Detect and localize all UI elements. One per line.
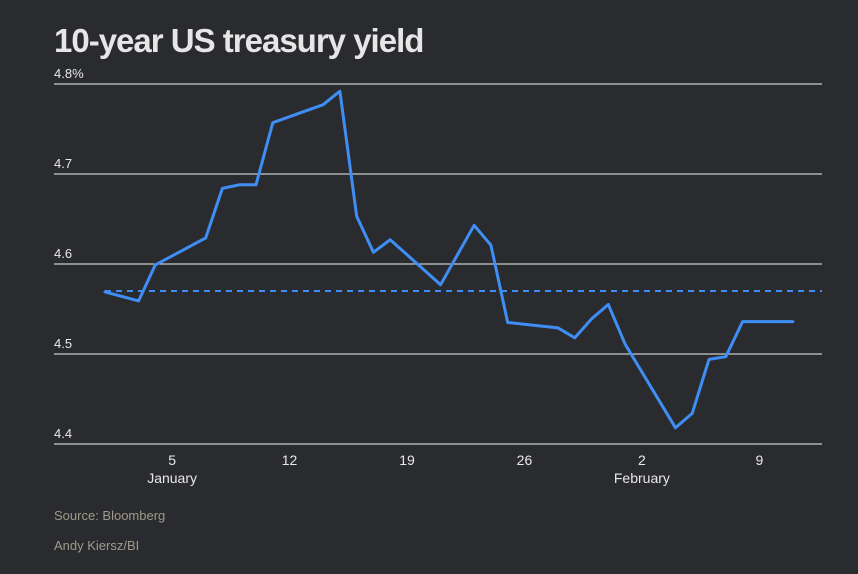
x-tick-label: 26 xyxy=(517,452,533,468)
chart-title: 10-year US treasury yield xyxy=(54,22,424,59)
y-axis-tick-labels: 4.8% 4.7 4.6 4.5 4.4 xyxy=(54,66,84,441)
y-tick-label: 4.8% xyxy=(54,66,84,81)
x-tick-label: 19 xyxy=(399,452,415,468)
x-axis-tick-labels: 5 January 12 19 26 2 February 9 xyxy=(147,452,763,486)
author-credit: Andy Kiersz/BI xyxy=(54,538,140,553)
grid-lines xyxy=(54,83,822,445)
x-tick-label: 9 xyxy=(755,452,763,468)
y-tick-label: 4.6 xyxy=(54,246,72,261)
source-credit: Source: Bloomberg xyxy=(54,508,166,523)
x-tick-label: 12 xyxy=(282,452,298,468)
x-tick-label: 2 xyxy=(638,452,646,468)
y-tick-label: 4.4 xyxy=(54,426,72,441)
yield-series-line xyxy=(103,89,795,430)
x-tick-label: 5 xyxy=(168,452,176,468)
x-month-label: January xyxy=(147,470,197,486)
y-tick-label: 4.7 xyxy=(54,156,72,171)
y-tick-label: 4.5 xyxy=(54,336,72,351)
line-chart: 4.8% 4.7 4.6 4.5 4.4 5 January 12 19 26 2 February… xyxy=(54,66,822,486)
x-month-label: February xyxy=(614,470,670,486)
